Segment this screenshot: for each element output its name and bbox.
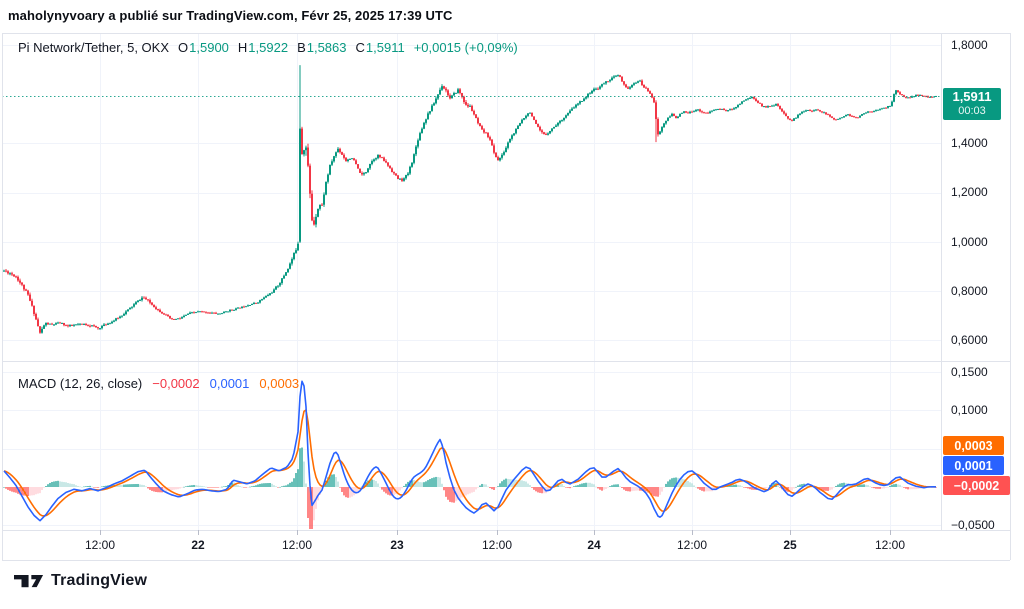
ohlc-close: C 1,5911 bbox=[356, 40, 405, 55]
ohlc-open-label: O bbox=[178, 40, 189, 55]
macd-axis-label: −0,0500 bbox=[951, 518, 995, 532]
tradingview-logo[interactable]: TradingView bbox=[14, 572, 147, 590]
symbol-legend[interactable]: Pi Network/Tether, 5, OKX O 1,5900 H 1,5… bbox=[18, 40, 518, 55]
macd-title: MACD (12, 26, close) bbox=[18, 376, 143, 391]
ohlc-low-label: B bbox=[297, 40, 306, 55]
time-tick: 12:00 bbox=[84, 538, 116, 552]
macd-axis-label: 0,1500 bbox=[951, 365, 988, 379]
time-tick: 12:00 bbox=[281, 538, 313, 552]
price-axis-label: 1,2000 bbox=[951, 185, 988, 199]
ohlc-low: B 1,5863 bbox=[297, 40, 346, 55]
time-tick: 12:00 bbox=[676, 538, 708, 552]
macd-hist-badge: −0,0002 bbox=[943, 476, 1010, 495]
ohlc-high-value: 1,5922 bbox=[248, 40, 289, 55]
time-tick: 12:00 bbox=[874, 538, 906, 552]
macd-signal-badge: 0,0003 bbox=[943, 436, 1004, 455]
macd-line-value: 0,0001 bbox=[209, 376, 250, 391]
time-tick-day: 24 bbox=[587, 538, 601, 552]
bar-countdown: 00:03 bbox=[958, 105, 986, 118]
price-axis-label: 1,0000 bbox=[951, 235, 988, 249]
ohlc-open: O 1,5900 bbox=[178, 40, 229, 55]
ohlc-high: H 1,5922 bbox=[238, 40, 288, 55]
price-axis-label: 1,4000 bbox=[951, 136, 988, 150]
macd-line-badge: 0,0001 bbox=[943, 456, 1004, 475]
ohlc-high-label: H bbox=[237, 40, 248, 55]
macd-hist-value: −0,0002 bbox=[152, 376, 200, 391]
symbol-title: Pi Network/Tether, 5, OKX bbox=[18, 40, 170, 55]
change-value: +0,0015 (+0,09%) bbox=[413, 40, 518, 55]
time-tick-day: 22 bbox=[191, 538, 205, 552]
last-price-value: 1,5911 bbox=[952, 89, 992, 105]
price-axis-label: 0,8000 bbox=[951, 284, 988, 298]
price-axis-label: 1,8000 bbox=[951, 38, 988, 52]
ohlc-low-value: 1,5863 bbox=[306, 40, 347, 55]
ohlc-close-value: 1,5911 bbox=[365, 40, 405, 55]
price-axis-label: 0,6000 bbox=[951, 333, 988, 347]
macd-axis-label: 0,1000 bbox=[951, 403, 988, 417]
last-price-badge: 1,5911 00:03 bbox=[943, 88, 1001, 120]
time-tick-day: 25 bbox=[783, 538, 797, 552]
tradingview-brand-text: TradingView bbox=[51, 572, 148, 589]
ohlc-close-label: C bbox=[355, 40, 365, 55]
publish-header: maholynyvoary a publié sur TradingView.c… bbox=[8, 8, 453, 23]
macd-legend[interactable]: MACD (12, 26, close) −0,0002 0,0001 0,00… bbox=[18, 376, 299, 391]
tradingview-logo-icon bbox=[14, 574, 44, 589]
time-tick: 12:00 bbox=[481, 538, 513, 552]
time-tick-day: 23 bbox=[390, 538, 404, 552]
macd-signal-value: 0,0003 bbox=[259, 376, 300, 391]
ohlc-open-value: 1,5900 bbox=[189, 40, 229, 55]
